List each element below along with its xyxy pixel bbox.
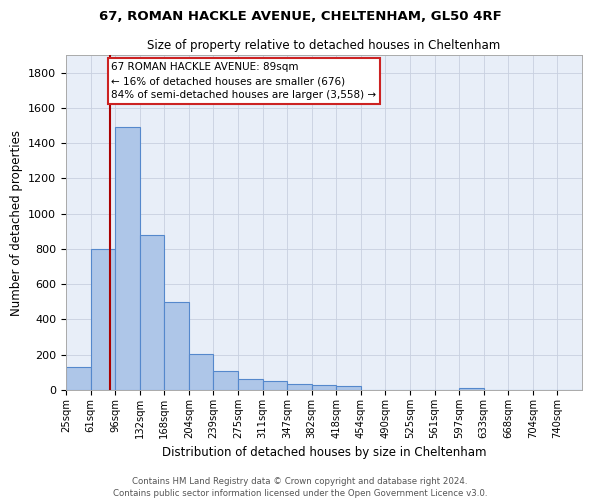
Text: 67 ROMAN HACKLE AVENUE: 89sqm
← 16% of detached houses are smaller (676)
84% of : 67 ROMAN HACKLE AVENUE: 89sqm ← 16% of d… [112,62,377,100]
X-axis label: Distribution of detached houses by size in Cheltenham: Distribution of detached houses by size … [162,446,486,460]
Bar [214,372,238,390]
Bar [189,354,214,390]
Bar [263,381,287,390]
Bar [91,249,115,390]
Y-axis label: Number of detached properties: Number of detached properties [10,130,23,316]
Bar [238,378,263,390]
Bar [115,128,140,390]
Bar [287,384,312,390]
Text: Contains HM Land Registry data © Crown copyright and database right 2024.
Contai: Contains HM Land Registry data © Crown c… [113,476,487,498]
Bar [140,235,164,390]
Bar [459,388,484,390]
Bar [336,386,361,390]
Text: 67, ROMAN HACKLE AVENUE, CHELTENHAM, GL50 4RF: 67, ROMAN HACKLE AVENUE, CHELTENHAM, GL5… [98,10,502,23]
Bar [164,302,189,390]
Bar [66,367,91,390]
Title: Size of property relative to detached houses in Cheltenham: Size of property relative to detached ho… [148,40,500,52]
Bar [312,385,336,390]
